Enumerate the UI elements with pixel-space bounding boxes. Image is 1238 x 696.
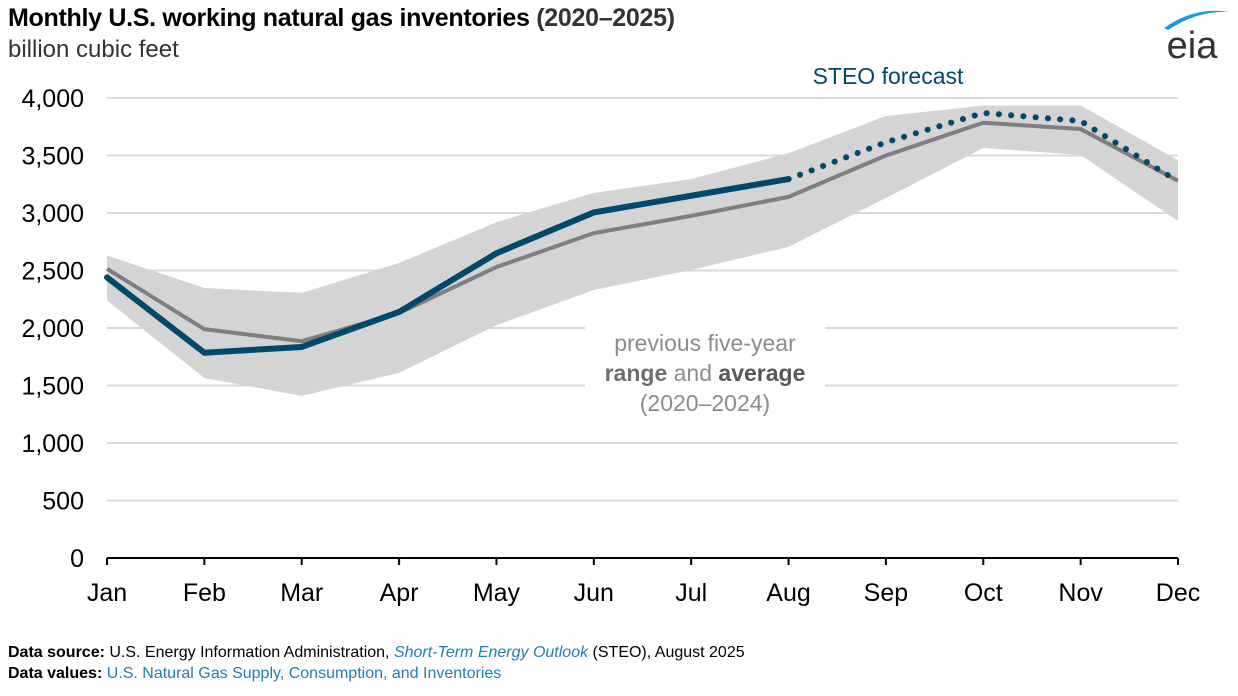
annotations: STEO forecast previous five-year range and… xyxy=(605,63,964,416)
band-label-average: average xyxy=(718,360,805,386)
forecast-line xyxy=(785,109,1181,185)
x-tick-label: May xyxy=(473,579,521,607)
y-tick-label: 0 xyxy=(70,545,84,573)
x-tick-label: Jul xyxy=(675,579,707,607)
y-tick-label: 1,500 xyxy=(21,373,84,401)
y-tick-label: 2,000 xyxy=(21,315,84,343)
x-tick-label: Mar xyxy=(280,579,323,607)
y-tick-label: 3,000 xyxy=(21,200,84,228)
eia-logo-swoosh-icon xyxy=(1164,10,1230,30)
y-tick-label: 1,000 xyxy=(21,430,84,458)
actual-2025-line xyxy=(104,176,792,356)
eia-logo: eia xyxy=(1164,10,1230,64)
x-tick-label: Apr xyxy=(380,579,419,607)
chart-subtitle: billion cubic feet xyxy=(8,36,179,63)
footer-source: Data source: U.S. Energy Information Adm… xyxy=(8,644,745,662)
band-label-and: and xyxy=(667,360,718,386)
forecast-label: STEO forecast xyxy=(813,63,964,89)
chart-title: Monthly U.S. working natural gas invento… xyxy=(8,4,675,33)
y-tick-label: 2,500 xyxy=(21,258,84,286)
annotation-background xyxy=(585,322,825,422)
x-tick-label: Feb xyxy=(183,579,226,607)
steo-link[interactable]: Short-Term Energy Outlook xyxy=(393,644,589,661)
x-tick-label: Dec xyxy=(1156,579,1200,607)
annotation-background-layer xyxy=(585,322,825,422)
average-line xyxy=(105,120,1179,344)
y-axis-labels: 0 500 1,000 1,500 2,000 2,500 3,000 3,500 4,000 xyxy=(21,85,84,573)
chart-area: 05001,0001,5002,0002,5003,0003,5004,000 … xyxy=(21,63,1200,607)
eia-logo-text: eia xyxy=(1167,25,1219,64)
source-text: U.S. Energy Information Administration, xyxy=(104,644,394,661)
data-values-link[interactable]: U.S. Natural Gas Supply, Consumption, an… xyxy=(102,665,502,682)
x-axis xyxy=(106,557,1179,565)
y-tick-label: 4,000 xyxy=(21,85,84,113)
x-axis-labels: Jan Feb Mar Apr May Jun Jul Aug Sep Oct Nov Dec xyxy=(87,579,1200,607)
y-tick-label: 3,500 xyxy=(21,143,84,171)
source-text-end: (STEO), August 2025 xyxy=(588,644,745,661)
x-tick-label: Nov xyxy=(1058,579,1103,607)
band-label-line3: (2020–2024) xyxy=(640,390,770,416)
x-tick-label: Sep xyxy=(864,579,908,607)
footer-values: Data values: U.S. Natural Gas Supply, Co… xyxy=(8,665,501,683)
x-tick-label: Jun xyxy=(574,579,614,607)
source-label: Data source: xyxy=(8,644,105,661)
chart-title-main: Monthly U.S. working natural gas invento… xyxy=(8,4,537,32)
values-label: Data values: xyxy=(8,665,103,682)
band-label-line1: previous five-year xyxy=(614,330,796,356)
chart-title-years: (2020–2025) xyxy=(536,4,675,32)
series-layer xyxy=(104,109,1181,356)
x-tick-label: Aug xyxy=(766,579,810,607)
y-tick-label: 500 xyxy=(42,488,84,516)
band-label-range: range xyxy=(605,360,668,386)
x-tick-label: Jan xyxy=(87,579,127,607)
band-label-line2: range and average xyxy=(605,360,806,386)
x-tick-label: Oct xyxy=(964,579,1003,607)
